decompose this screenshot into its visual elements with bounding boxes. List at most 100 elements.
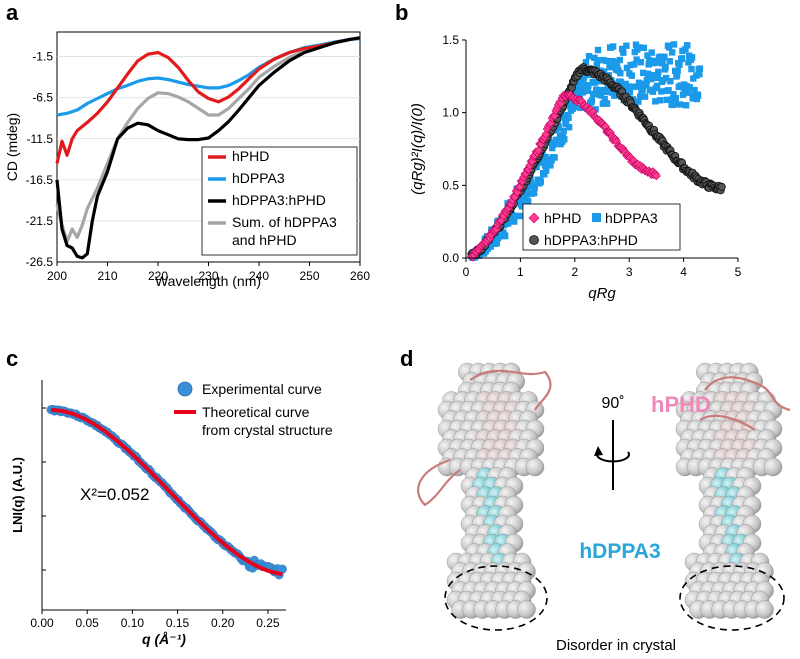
panel-b-point-0-310 — [655, 68, 662, 76]
panel-b-point-1-259 — [717, 182, 726, 191]
panel-b-point-0-345 — [676, 61, 683, 68]
panel-b-point-0-71 — [511, 218, 518, 225]
panel-b-point-0-61 — [505, 220, 512, 227]
panel-b-legend-label-complex: hDPPA3:hPHD — [544, 232, 638, 248]
rotation-icon — [594, 420, 630, 490]
panel-b-point-0-362 — [686, 84, 693, 91]
panel-b-point-0-330 — [667, 78, 674, 85]
panel-c-ylabel: LNI(q) (A.U.) — [10, 457, 25, 533]
panel-b-ytick-label-2: 1.0 — [442, 106, 459, 120]
panel-b-legend: hPHD hDPPA3 hDPPA3:hPHD — [522, 203, 681, 251]
panel-a-ytick-label-2: -11.5 — [27, 132, 54, 146]
panel-b-point-0-246 — [616, 56, 623, 64]
panel-a-chart: 200 210 220 230 240 250 260 -1.5 -6.5 -11.5 -16.5 -… — [4, 31, 370, 289]
panel-b-point-0-225 — [603, 100, 611, 107]
panel-b-point-0-273 — [632, 41, 640, 48]
panel-a-xtick-label-4: 240 — [249, 269, 269, 283]
panel-b-point-0-207 — [593, 86, 600, 93]
panel-b-point-0-293 — [644, 70, 652, 78]
panel-c-exp-point-outlier — [277, 564, 286, 574]
panel-b-point-0-279 — [636, 44, 643, 51]
panel-a-legend-label-3-1: and hPHD — [232, 232, 297, 248]
panel-b-point-0-342 — [674, 67, 681, 75]
panel-c-legend-label-theory-0: Theoretical curve — [202, 404, 310, 420]
panel-d-structure: 90˚ hPHD hDPPA3 Disorder in crystal — [417, 362, 791, 654]
panel-b-point-0-138 — [551, 154, 558, 161]
disorder-ellipse-right — [679, 565, 785, 631]
panel-b-legend-swatch-hdppa3 — [592, 213, 601, 222]
panel-b-point-0-93 — [524, 186, 531, 193]
panel-b-point-0-209 — [594, 57, 601, 64]
hphd-label: hPHD — [651, 392, 711, 417]
panel-a-xtick-label-1: 210 — [97, 269, 117, 283]
panel-a-legend-label-3-0: Sum. of hDPPA3 — [232, 214, 337, 230]
panel-b-point-0-305 — [652, 98, 659, 105]
model-rot-bead-164 — [755, 600, 774, 619]
panel-b-xtick-label-3: 3 — [626, 265, 633, 279]
panel-a-xtick-label-2: 220 — [148, 269, 168, 283]
molecule-view-rotated — [675, 362, 791, 619]
panel-b-point-0-264 — [627, 61, 634, 69]
panel-b-point-0-161 — [565, 114, 572, 121]
panel-a-legend-label-2-0: hDPPA3:hPHD — [232, 192, 326, 208]
panel-b-point-0-336 — [670, 41, 678, 48]
panel-b-point-0-224 — [603, 57, 610, 65]
panel-b-point-0-324 — [663, 96, 670, 104]
panel-b-point-0-221 — [601, 95, 608, 103]
panel-b-point-0-309 — [654, 71, 661, 79]
panel-b-point-0-227 — [605, 88, 612, 95]
panel-b-point-0-269 — [630, 83, 637, 90]
panel-letter-c: c — [6, 346, 18, 371]
panel-b-point-0-359 — [684, 89, 692, 96]
panel-b-point-0-96 — [526, 182, 533, 190]
panel-b-point-0-208 — [593, 62, 601, 69]
panel-c-xtick-label-0: 0.00 — [30, 616, 54, 630]
panel-b-point-0-270 — [631, 61, 638, 68]
panel-b-point-0-266 — [628, 72, 635, 79]
panel-b-point-0-193 — [584, 87, 591, 95]
panel-b-point-0-298 — [647, 75, 655, 83]
panel-b-point-0-229 — [606, 63, 613, 71]
panel-b-point-0-195 — [585, 53, 593, 60]
panel-c-theory-line — [50, 408, 283, 577]
panel-b-legend-swatch-hphd — [528, 212, 540, 224]
panel-b-point-0-56 — [501, 232, 509, 240]
panel-b-point-0-335 — [670, 91, 677, 98]
panel-b-point-0-323 — [662, 74, 670, 82]
panel-b-xtick-label-4: 4 — [680, 265, 687, 279]
panel-a-ylabel: CD (mdeg) — [4, 113, 20, 181]
panel-b-point-0-351 — [679, 91, 687, 98]
panel-a-ytick-label-4: -21.5 — [26, 214, 54, 228]
panel-c-xlabel: q (Å⁻¹) — [142, 631, 186, 647]
panel-b-point-0-320 — [661, 53, 668, 61]
panel-a-ytick-label-3: -16.5 — [26, 173, 54, 187]
panel-b-point-0-374 — [693, 95, 701, 103]
panel-b-point-0-153 — [560, 127, 567, 134]
panel-a-legend: hPHD hDPPA3 hDPPA3:hPHD Sum. of hDPPA3 and h… — [201, 146, 358, 256]
panel-b-point-0-274 — [633, 56, 640, 63]
panel-b-point-0-190 — [582, 59, 590, 66]
panel-a-xtick-label-6: 260 — [350, 269, 370, 283]
panel-b-point-0-42 — [493, 240, 500, 247]
panel-b-xtick-label-1: 1 — [517, 265, 524, 279]
panel-b-legend-label-hphd: hPHD — [544, 210, 581, 226]
panel-c-chart: 0.00 0.05 0.10 0.15 0.20 0.25 q (Å⁻¹) LNI(q) … — [10, 380, 333, 647]
panel-a-xlabel: Wavelength (nm) — [155, 273, 261, 289]
panel-c-xtick-label-2: 0.10 — [121, 616, 145, 630]
panel-b-xtick-label-0: 0 — [463, 265, 470, 279]
panel-c-legend-swatch-exp — [177, 381, 193, 397]
panel-b-point-0-277 — [635, 98, 642, 105]
panel-b-point-0-121 — [541, 171, 548, 178]
panel-b-chart: 0 1 2 3 4 5 0.0 0.5 1.0 1.5 qRg (qRg)²I(q)/I(0) h… — [409, 33, 742, 302]
panel-b-point-0-346 — [676, 101, 684, 108]
panel-b-point-0-284 — [639, 86, 646, 93]
panel-a-legend-label-1-0: hDPPA3 — [232, 170, 285, 186]
panel-b-point-0-376 — [694, 92, 702, 99]
panel-b-point-0-280 — [637, 93, 644, 100]
panel-b-point-0-299 — [648, 49, 655, 56]
panel-c-legend-label-exp: Experimental curve — [202, 381, 322, 397]
panel-b-point-0-252 — [620, 49, 627, 56]
panel-b-point-0-115 — [537, 178, 544, 185]
panel-b-point-0-72 — [511, 212, 519, 220]
